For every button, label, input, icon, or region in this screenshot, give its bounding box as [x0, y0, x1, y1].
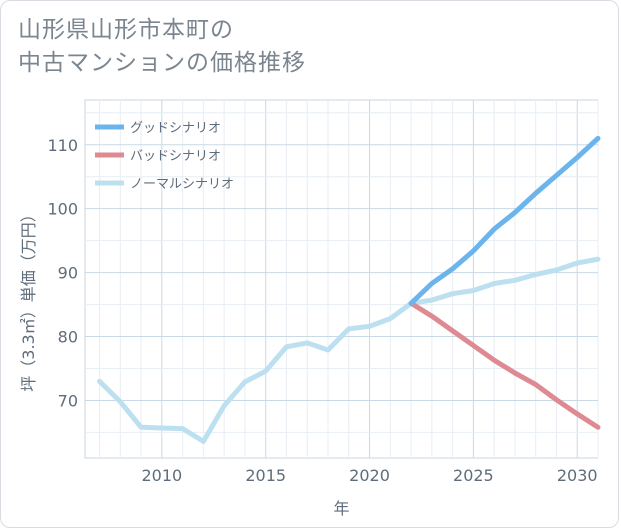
series-layer — [97, 135, 601, 444]
x-tick-label: 2020 — [349, 466, 390, 485]
legend-label-0: グッドシナリオ — [130, 121, 221, 136]
x-axis-label: 年 — [333, 499, 349, 518]
y-tick-label: 80 — [58, 328, 78, 347]
title-line-1: 山形県山形市本町の — [18, 17, 234, 43]
title-line-2: 中古マンションの価格推移 — [18, 50, 306, 76]
x-tick-label: 2025 — [453, 466, 494, 485]
y-tick-label: 110 — [47, 136, 78, 155]
series-line-0 — [408, 135, 601, 306]
x-tick-label: 2010 — [141, 466, 182, 485]
y-tick-label: 70 — [58, 391, 78, 410]
legend-label-2: ノーマルシナリオ — [130, 177, 234, 192]
tick-labels: 2010 2015 2020 2025 2030 70 80 90 100 110 — [47, 136, 597, 485]
y-tick-label: 100 — [47, 200, 78, 219]
x-tick-label: 2015 — [245, 466, 286, 485]
series-line-1 — [408, 300, 601, 430]
x-tick-label: 2030 — [557, 466, 598, 485]
y-tick-label: 90 — [58, 264, 78, 283]
legend-label-1: バッドシナリオ — [130, 149, 221, 164]
series-line-2 — [97, 256, 601, 444]
chart-title: 山形県山形市本町の 中古マンションの価格推移 — [18, 14, 578, 80]
grid-lines — [84, 99, 599, 459]
y-axis-label: 坪（3.3㎡）単価（万円） — [19, 206, 38, 391]
